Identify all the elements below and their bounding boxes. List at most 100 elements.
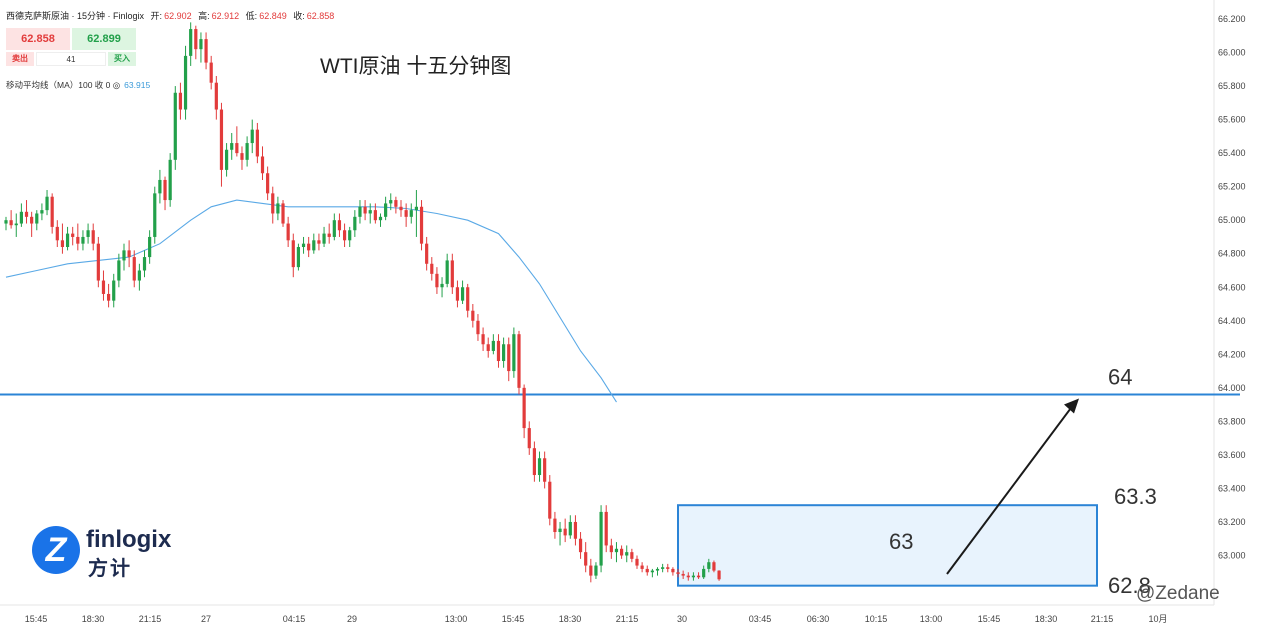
candle-body [712, 562, 716, 571]
candle-body [666, 567, 670, 569]
candle-body [168, 159, 172, 201]
level-label-64: 64 [1108, 365, 1132, 390]
candle-body [317, 240, 321, 244]
candle-body [650, 570, 654, 573]
close-value: 62.858 [306, 11, 335, 21]
candle-body [189, 29, 193, 56]
candle-body [460, 287, 465, 301]
candle-body [599, 511, 603, 566]
candle-body [389, 200, 393, 204]
candle-body [707, 562, 711, 569]
ohlc-header: 西德克萨斯原油 · 15分钟 · Finlogix 开: 62.902 高: 62.… [6, 9, 334, 22]
sell-price[interactable]: 62.858 [6, 28, 70, 50]
candle-body [250, 129, 254, 144]
candle-body [584, 552, 588, 566]
x-tick-label: 21:15 [1091, 614, 1114, 624]
high-value: 62.912 [211, 11, 240, 21]
candle-body [425, 243, 429, 264]
low-value: 62.849 [259, 11, 287, 21]
candle-body [553, 518, 557, 533]
candle-body [245, 143, 249, 160]
candle-body [373, 210, 377, 221]
buy-price[interactable]: 62.899 [72, 28, 136, 50]
candle-body [291, 240, 295, 268]
ma-indicator-legend[interactable]: 移动平均线（MA）100 收 0 ◎ 63.915 [6, 79, 150, 91]
open-value: 62.902 [164, 11, 192, 21]
y-tick-label: 64.000 [1218, 383, 1246, 393]
logo-mark-icon: Z [32, 526, 80, 574]
candle-body [348, 230, 352, 241]
candle-body [24, 211, 29, 217]
candle-body [435, 273, 439, 288]
candle-body [419, 206, 424, 244]
x-tick-label: 21:15 [139, 614, 162, 624]
candle-body [620, 548, 624, 556]
candle-body [696, 575, 701, 578]
candle-body [240, 153, 244, 160]
x-tick-label: 30 [677, 614, 687, 624]
candle-body [573, 521, 578, 539]
y-tick-label: 65.000 [1218, 215, 1246, 225]
ma-indicator-name: 移动平均线（MA）100 收 0 ◎ [6, 80, 121, 90]
candle-body [281, 203, 285, 224]
level-label-62-8: 62.8 [1108, 573, 1151, 598]
y-tick-label: 65.600 [1218, 115, 1246, 125]
candle-body [81, 236, 85, 244]
low-label: 低: [245, 11, 258, 21]
ma100-line [5, 199, 617, 403]
finlogix-logo: Z finlogix 方计 [32, 526, 192, 580]
x-tick-label: 18:30 [559, 614, 582, 624]
candle-body [640, 565, 644, 569]
candle-body [199, 39, 203, 50]
x-tick-label: 10月 [1148, 614, 1167, 624]
candle-body [127, 250, 131, 258]
candle-body [440, 283, 444, 288]
x-tick-label: 03:45 [749, 614, 772, 624]
candle-body [409, 210, 413, 217]
candle-body [342, 230, 347, 241]
candle-body [50, 196, 54, 227]
candle-body [399, 206, 403, 211]
y-tick-label: 63.600 [1218, 450, 1246, 460]
y-tick-label: 65.200 [1218, 182, 1246, 192]
buy-button[interactable]: 买入 [108, 52, 136, 66]
high-label: 高: [198, 11, 210, 21]
candle-body [204, 39, 208, 63]
candle-body [537, 458, 542, 476]
quote-panel: 62.858 62.899 卖出 41 买入 [6, 28, 136, 68]
x-tick-label: 18:30 [82, 614, 105, 624]
candle-body [332, 220, 336, 237]
candle-body [589, 565, 593, 576]
candle-body [363, 206, 367, 214]
candle-body [19, 211, 23, 224]
candle-body [76, 236, 80, 244]
candle-body [522, 387, 526, 429]
candle-body [661, 567, 665, 569]
candle-body [358, 206, 362, 217]
sell-button[interactable]: 卖出 [6, 52, 34, 66]
author-watermark: @Zedane [1136, 583, 1220, 604]
candle-body [466, 287, 470, 311]
candle-body [230, 143, 234, 150]
candle-body [450, 260, 454, 288]
candle-body [543, 458, 547, 482]
x-tick-label: 15:45 [978, 614, 1001, 624]
candle-body [312, 240, 316, 251]
x-tick-label: 18:30 [1035, 614, 1058, 624]
candle-body [614, 548, 619, 553]
candle-body [214, 82, 218, 110]
candle-body [527, 428, 531, 449]
candle-body [548, 481, 552, 519]
candle-body [630, 552, 634, 559]
candle-body [507, 344, 511, 372]
candle-body [486, 344, 490, 351]
candle-body [286, 223, 290, 241]
candle-body [532, 448, 536, 476]
candle-body [604, 511, 608, 546]
x-tick-label: 15:45 [25, 614, 48, 624]
chart-title: WTI原油 十五分钟图 [320, 55, 511, 78]
logo-text-en: finlogix [86, 526, 172, 553]
candle-body [30, 216, 34, 224]
candle-body [55, 226, 59, 241]
